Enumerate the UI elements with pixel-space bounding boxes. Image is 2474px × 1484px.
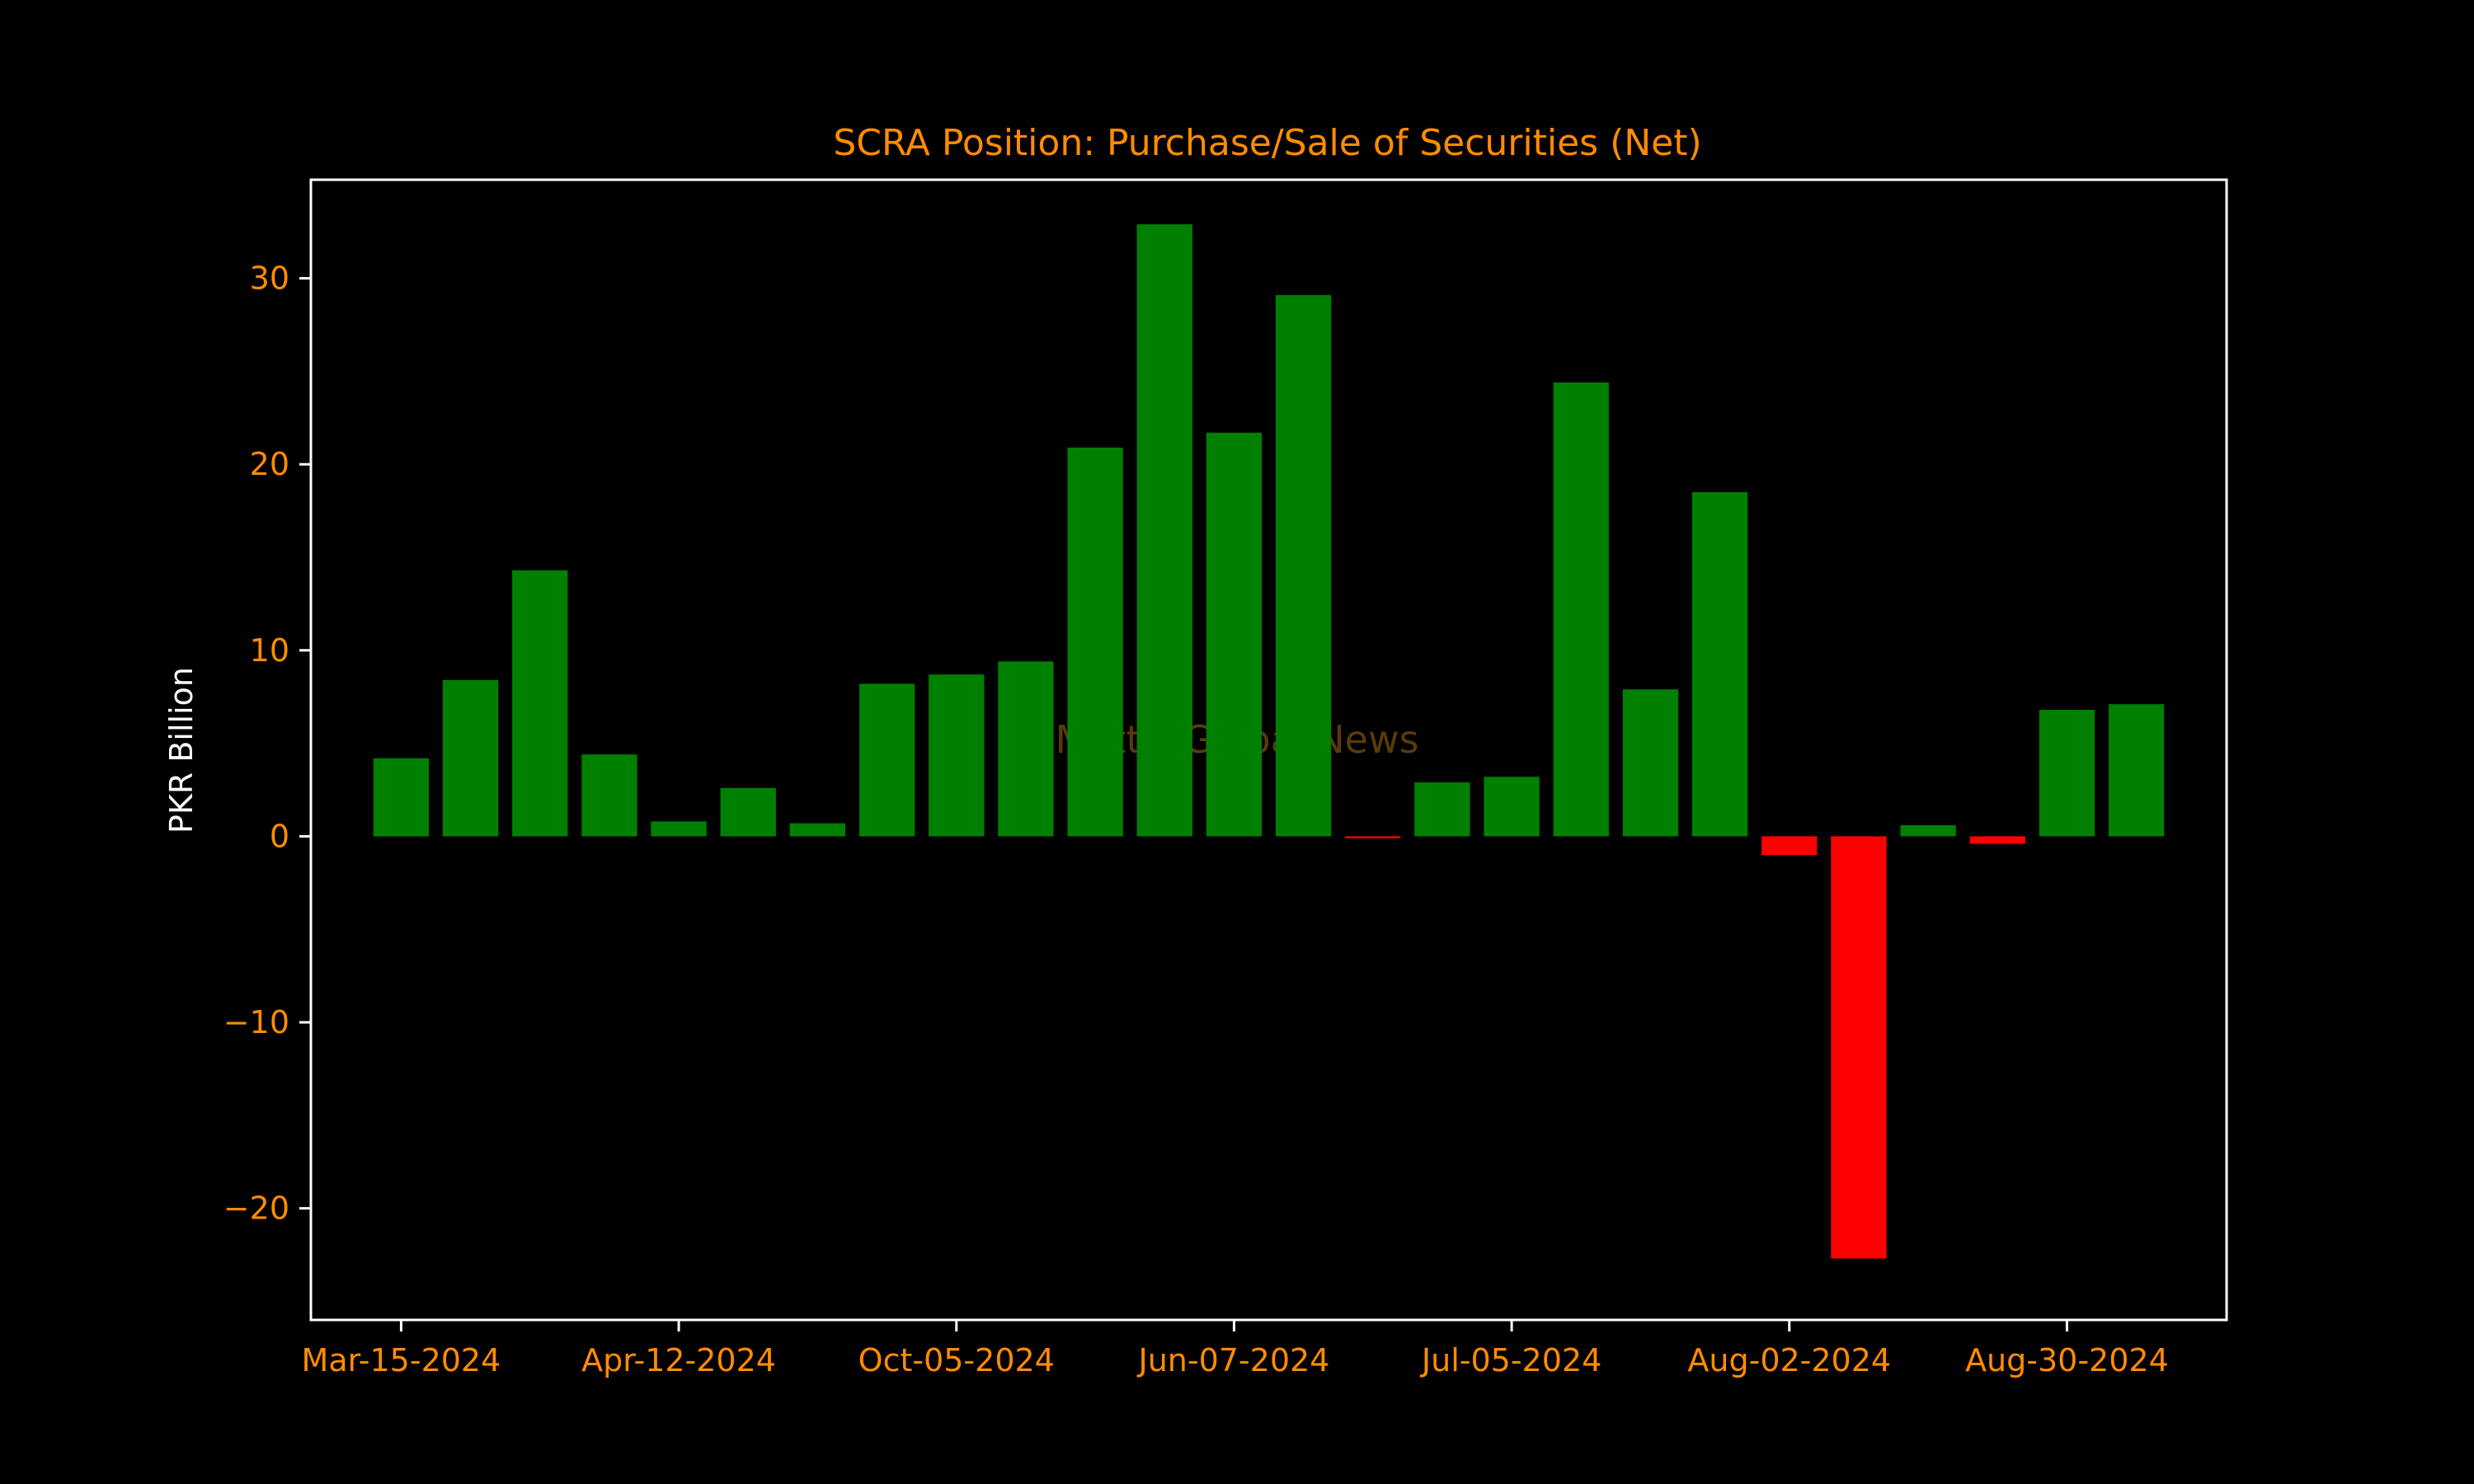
- bar-20: [1761, 836, 1818, 855]
- bar-23: [1969, 836, 2025, 844]
- bar-2: [512, 570, 568, 837]
- bar-25: [2108, 704, 2165, 837]
- bar-7: [858, 683, 915, 837]
- bar-4: [651, 821, 707, 837]
- bar-3: [581, 754, 637, 837]
- x-tick-label: Aug-30-2024: [1965, 1342, 2169, 1378]
- bar-22: [1900, 824, 1956, 837]
- bar-10: [1067, 447, 1123, 837]
- bar-17: [1553, 382, 1609, 837]
- bar-11: [1136, 224, 1192, 837]
- x-tick-label: Jun-07-2024: [1136, 1342, 1329, 1378]
- y-tick-label: 0: [270, 818, 289, 854]
- bar-19: [1691, 492, 1748, 837]
- bar-5: [720, 787, 776, 837]
- x-tick-label: Jul-05-2024: [1420, 1342, 1602, 1378]
- x-axis-ticks: Mar-15-2024 Apr-12-2024 Oct-05-2024 Jun-07-…: [302, 1320, 2169, 1378]
- bar-0: [373, 758, 430, 837]
- chart-title: SCRA Position: Purchase/Sale of Securiti…: [833, 122, 1701, 164]
- y-tick-label: 20: [250, 446, 289, 482]
- y-axis-ticks: −20 −10 0 10 20 30: [223, 261, 311, 1227]
- bar-1: [442, 679, 499, 837]
- x-tick-label: Aug-02-2024: [1687, 1342, 1891, 1378]
- y-tick-label: −20: [223, 1190, 289, 1227]
- bar-9: [998, 661, 1054, 837]
- bar-15: [1414, 782, 1470, 837]
- x-tick-label: Oct-05-2024: [858, 1342, 1055, 1378]
- bar-24: [2039, 710, 2095, 837]
- bar-21: [1831, 836, 1887, 1259]
- x-tick-label: Apr-12-2024: [581, 1342, 776, 1378]
- x-tick-label: Mar-15-2024: [302, 1342, 501, 1378]
- y-tick-label: 10: [250, 632, 289, 669]
- bar-18: [1622, 689, 1679, 837]
- bar-13: [1275, 294, 1332, 837]
- bar-6: [789, 823, 845, 837]
- y-tick-label: 30: [250, 261, 289, 297]
- plot-area-frame: [309, 178, 2228, 1322]
- bar-8: [929, 674, 985, 837]
- bar-14: [1345, 836, 1401, 838]
- y-axis-label: PKR Billion: [163, 667, 200, 834]
- bars: [373, 224, 2165, 1259]
- bar-16: [1484, 777, 1540, 837]
- y-tick-label: −10: [223, 1004, 289, 1040]
- bar-12: [1206, 432, 1262, 837]
